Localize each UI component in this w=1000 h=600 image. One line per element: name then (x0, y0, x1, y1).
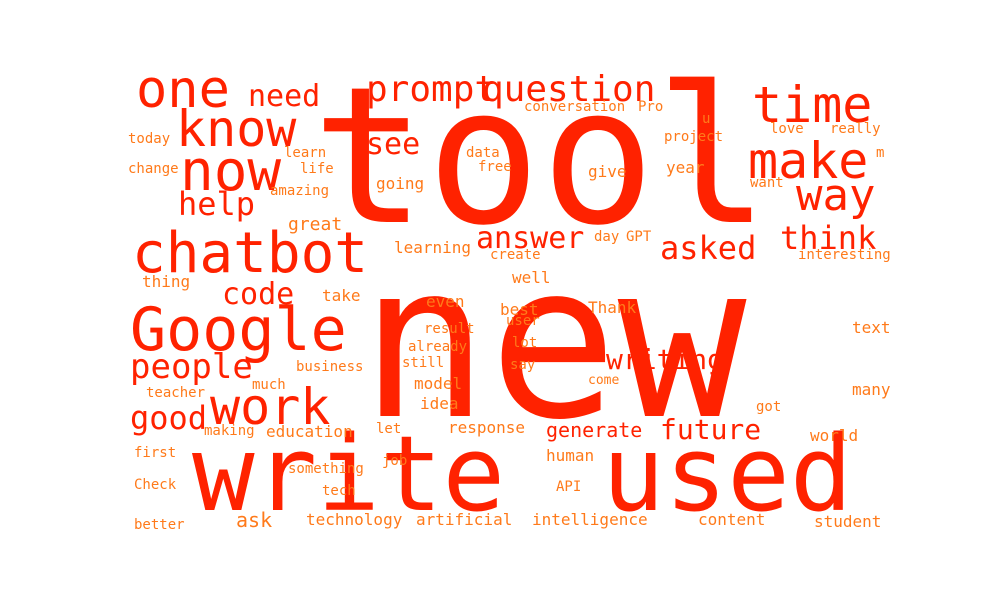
word: great (288, 214, 343, 235)
word: job (382, 453, 408, 469)
word: world (810, 426, 859, 445)
word: idea (420, 394, 459, 413)
word: user (506, 313, 540, 329)
word: work (210, 378, 331, 436)
word: better (134, 517, 185, 533)
word: already (408, 339, 468, 355)
word: day (594, 229, 620, 245)
word: today (128, 131, 171, 147)
word: Check (134, 477, 177, 493)
word: business (296, 359, 364, 375)
word: free (478, 159, 512, 175)
word: learn (284, 145, 327, 161)
word: create (490, 247, 541, 263)
word: change (128, 161, 179, 177)
word: let (376, 421, 402, 437)
word: new (360, 218, 747, 467)
word: need (248, 79, 321, 114)
word: learning (394, 238, 472, 257)
word: good (130, 399, 208, 437)
word: answer (476, 221, 585, 256)
word: got (756, 399, 782, 415)
word: time (752, 76, 873, 134)
word: know (176, 100, 297, 158)
word: tool (312, 46, 770, 267)
word: still (402, 355, 445, 371)
word: chatbot (132, 221, 369, 286)
word: even (426, 292, 465, 311)
word: asked (660, 229, 757, 267)
word: really (830, 121, 881, 137)
word: used (602, 413, 853, 535)
word: m (876, 145, 885, 161)
word: data (466, 145, 500, 161)
word: education (266, 422, 353, 441)
word: lot (512, 335, 538, 351)
word: ask (236, 508, 273, 532)
word: code (222, 277, 295, 312)
word: well (512, 268, 551, 287)
word: question (482, 69, 656, 110)
word: year (666, 158, 705, 177)
word: tech (322, 483, 356, 499)
word: API (556, 479, 582, 495)
word: something (288, 461, 364, 477)
word: artificial (416, 510, 513, 529)
word: making (204, 423, 255, 439)
word: generate (546, 418, 643, 442)
word: first (134, 445, 177, 461)
word: best (500, 300, 539, 319)
word: writing (606, 343, 725, 376)
word: teacher (146, 385, 206, 401)
word: come (588, 373, 620, 388)
word: response (448, 418, 526, 437)
word: love (770, 121, 804, 137)
word: prompt (366, 69, 497, 110)
word: life (300, 161, 334, 177)
word: interesting (798, 247, 891, 263)
word: project (664, 129, 724, 145)
word: result (424, 321, 475, 337)
word: thing (142, 272, 191, 291)
word: conversation (524, 99, 626, 115)
word: student (814, 512, 882, 531)
word: Pro (638, 99, 664, 115)
word: people (130, 347, 253, 387)
word: model (414, 374, 463, 393)
word: write (192, 413, 506, 535)
word: future (660, 413, 762, 446)
word: now (180, 139, 282, 204)
word: help (178, 185, 256, 223)
word: much (252, 377, 286, 393)
word: one (136, 60, 230, 120)
word: GPT (626, 229, 652, 245)
word: way (796, 170, 876, 221)
word: Thank (588, 298, 637, 317)
word: u (702, 111, 711, 127)
word: give (588, 162, 627, 181)
word: technology (306, 510, 403, 529)
word: Google (130, 295, 347, 365)
word: think (780, 219, 877, 257)
word: text (852, 318, 891, 337)
word: want (750, 175, 784, 191)
word: many (852, 380, 891, 399)
word: take (322, 286, 361, 305)
word: going (376, 174, 425, 193)
word: see (366, 127, 421, 162)
word: human (546, 446, 595, 465)
word: say (510, 357, 536, 373)
word: amazing (270, 183, 330, 199)
word: intelligence (532, 510, 648, 529)
word: make (748, 132, 869, 190)
word: content (698, 510, 766, 529)
